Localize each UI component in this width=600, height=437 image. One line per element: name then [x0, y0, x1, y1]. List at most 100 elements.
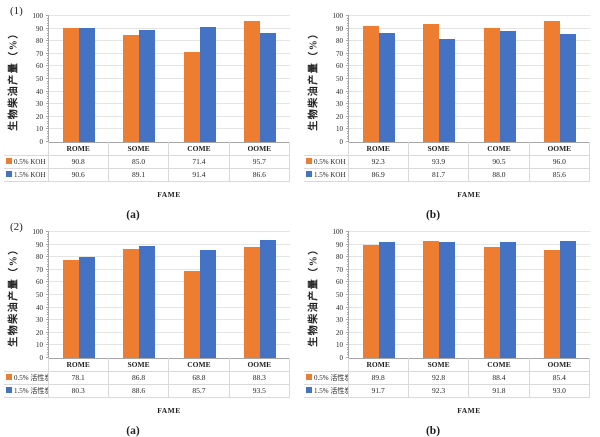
gridline: [49, 294, 290, 295]
bar: [483, 27, 500, 142]
value-cell: 86.6: [228, 168, 291, 182]
axis-tick: [346, 306, 349, 308]
bar: [123, 248, 140, 358]
gridline: [49, 27, 290, 29]
bar: [379, 242, 396, 358]
category-label: ROME: [347, 358, 409, 372]
y-axis-ticks: 0 10 20 30 40 50 60 70 80 90 100: [320, 12, 348, 146]
value-cell: 86.8: [107, 371, 170, 385]
bar: [79, 256, 96, 358]
axis-tick: [347, 135, 349, 137]
axis-tick: [346, 78, 349, 79]
table-header-row: ROME SOME COME OOME: [304, 142, 591, 156]
data-table: ROME SOME COME OOME 0.5% 活性炭 78.1 86.8 68.8 88.3…: [4, 358, 291, 398]
bar-group-rome: [349, 16, 409, 142]
axis-tick: [46, 27, 49, 29]
y-tick-label: 80: [36, 253, 43, 262]
axis-tick: [347, 261, 349, 263]
axis-tick: [47, 341, 49, 343]
axis-tick: [47, 60, 49, 62]
axis-tick: [347, 83, 349, 85]
legend-cell: 0.5% KOH: [304, 155, 349, 169]
gridline: [349, 52, 590, 54]
legend-label: 1.5% KOH: [14, 171, 46, 179]
y-axis-title-column: 生物柴油产量（%）: [4, 232, 20, 358]
y-tick-label: 30: [336, 316, 343, 325]
axis-tick: [47, 108, 49, 110]
axis-tick: [346, 141, 349, 142]
axis-tick: [46, 294, 49, 295]
axis-tick: [47, 37, 49, 39]
axis-tick: [346, 256, 349, 258]
bar-groups: [49, 16, 290, 142]
axis-tick: [346, 40, 349, 42]
axis-tick: [47, 130, 49, 132]
axis-tick: [47, 299, 49, 301]
axis-tick: [347, 67, 349, 69]
series-row: 0.5% 活性炭 89.8 92.8 88.4 85.4: [304, 371, 591, 385]
gridline: [349, 15, 590, 16]
series-row: 0.5% 活性炭 78.1 86.8 68.8 88.3: [4, 371, 291, 385]
bar: [259, 240, 276, 358]
axis-tick: [347, 299, 349, 301]
axis-tick: [46, 141, 49, 142]
axis-tick: [47, 100, 49, 102]
bar: [483, 246, 500, 358]
axis-tick: [47, 271, 49, 273]
y-axis-ticks: 0 10 20 30 40 50 60 70 80 90 100: [20, 228, 48, 362]
legend-cell: 0.5% KOH: [4, 155, 49, 169]
axis-tick: [47, 291, 49, 293]
legend-cell: 1.5% KOH: [304, 168, 349, 182]
y-tick-label: 0: [39, 138, 44, 146]
axis-tick: [347, 62, 349, 64]
category-label: COME: [468, 142, 530, 156]
axis-tick: [347, 309, 349, 311]
y-tick-label: 20: [36, 112, 43, 121]
legend-label: 1.5% 活性炭: [14, 387, 48, 395]
axis-tick: [347, 321, 349, 323]
axis-tick: [47, 321, 49, 323]
bar: [243, 21, 260, 142]
axis-tick: [347, 25, 349, 27]
chart-panel: (2) 生物柴油产量（%） 0 10 20 30 40 50 60 70 80 90 100 ROM…: [0, 216, 300, 437]
bar-group-come: [170, 232, 230, 358]
category-label: COME: [168, 142, 230, 156]
axis-tick: [47, 80, 49, 82]
figure-number: (1): [10, 5, 23, 17]
gridline: [49, 115, 290, 117]
value-cell: 96.0: [528, 155, 591, 169]
legend-swatch: [6, 158, 12, 164]
axis-tick: [347, 339, 349, 341]
plot-region: 生物柴油产量（%） 0 10 20 30 40 50 60 70 80 90 100: [4, 12, 290, 146]
value-cell: 71.4: [168, 155, 230, 169]
axis-tick: [347, 45, 349, 47]
gridline: [49, 306, 290, 308]
axis-tick: [347, 30, 349, 32]
gridline: [349, 268, 590, 270]
bar-group-oome: [530, 232, 590, 358]
chart-caption: (a): [126, 425, 140, 437]
data-table: ROME SOME COME OOME 0.5% 活性炭 89.8 92.8 88.4 85.4…: [304, 358, 591, 398]
bar: [559, 34, 576, 142]
axis-tick: [47, 273, 49, 275]
value-cell: 88.6: [107, 384, 170, 398]
axis-tick: [47, 35, 49, 37]
axis-tick: [47, 278, 49, 280]
axis-tick: [346, 128, 349, 130]
axis-tick: [47, 263, 49, 265]
axis-tick: [47, 55, 49, 57]
axis-tick: [347, 120, 349, 122]
axis-tick: [47, 47, 49, 49]
axis-tick: [347, 50, 349, 52]
bar-group-some: [109, 232, 169, 358]
axis-tick: [347, 113, 349, 115]
axis-tick: [47, 85, 49, 87]
bar: [543, 250, 560, 358]
bar-group-come: [170, 16, 230, 142]
gridline: [49, 103, 290, 105]
gridline: [49, 15, 290, 16]
axis-tick: [47, 329, 49, 331]
table-header-row: ROME SOME COME OOME: [304, 358, 591, 372]
bar: [183, 52, 200, 142]
axis-tick: [347, 85, 349, 87]
